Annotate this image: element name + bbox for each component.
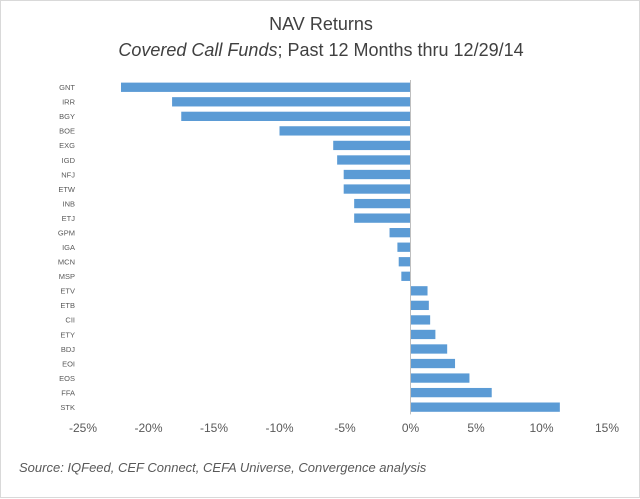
x-tick-label: -25% (69, 421, 97, 435)
x-tick-label: -5% (334, 421, 356, 435)
bar-irr (172, 97, 411, 107)
category-label: BDJ (61, 345, 75, 354)
category-label: NFJ (61, 170, 75, 179)
bar-cii (410, 315, 431, 325)
x-tick-label: 5% (467, 421, 485, 435)
x-tick-label: -10% (265, 421, 293, 435)
category-label: FFA (61, 388, 75, 397)
x-tick-label: 0% (402, 421, 420, 435)
x-tick-label: -15% (200, 421, 228, 435)
chart-subtitle: Covered Call Funds; Past 12 Months thru … (118, 40, 523, 60)
x-tick-label: 15% (595, 421, 619, 435)
bar-gnt (120, 82, 411, 92)
category-label: MCN (58, 258, 75, 267)
plot-area: GNT IRR BGY BOE EXG IGD NFJ ETW INB ETJ GPM IGA MCN M… (58, 80, 619, 435)
category-label: ETB (60, 301, 75, 310)
bar-etj (354, 213, 411, 223)
category-label: STK (60, 403, 75, 412)
bar-eoi (410, 358, 456, 369)
bar-stk (410, 402, 560, 412)
category-label: INB (62, 199, 75, 208)
category-label: EXG (59, 141, 75, 150)
category-label: ETW (58, 185, 76, 194)
bar-bgy (181, 111, 411, 121)
category-label: ETJ (62, 214, 76, 223)
bar-ffa (410, 387, 492, 398)
subtitle-rest: ; Past 12 Months thru 12/29/14 (277, 40, 523, 60)
bar-mcn (398, 257, 411, 267)
bar-etv (410, 286, 428, 296)
category-label: IRR (62, 98, 76, 107)
bar-nfj (343, 169, 411, 180)
category-label: ETY (60, 330, 75, 339)
category-label: EOS (59, 374, 75, 383)
bar-boe (279, 126, 411, 136)
bar-eos (410, 373, 470, 383)
category-label: GPM (58, 228, 75, 237)
x-tick-label: -20% (134, 421, 162, 435)
bar-msp (401, 271, 411, 281)
bar-etw (343, 184, 411, 194)
bar-exg (333, 140, 411, 151)
category-label: BGY (59, 112, 75, 121)
chart-title: NAV Returns (269, 14, 373, 34)
category-label: GNT (59, 83, 75, 92)
category-label: EOI (62, 359, 75, 368)
bar-gpm (389, 228, 411, 238)
category-label: IGD (62, 156, 76, 165)
category-label: MSP (59, 272, 75, 281)
bar-iga (397, 242, 411, 252)
bar-ety (410, 329, 436, 340)
source-note: Source: IQFeed, CEF Connect, CEFA Univer… (19, 460, 427, 475)
bar-igd (337, 155, 411, 165)
category-label: BOE (59, 127, 75, 136)
bar-inb (354, 198, 411, 209)
category-label: IGA (62, 243, 75, 252)
x-tick-label: 10% (529, 421, 553, 435)
bar-bdj (410, 344, 448, 354)
category-label: CII (65, 316, 75, 325)
bar-etb (410, 300, 429, 311)
category-label: ETV (60, 287, 75, 296)
subtitle-italic: Covered Call Funds (118, 40, 277, 60)
